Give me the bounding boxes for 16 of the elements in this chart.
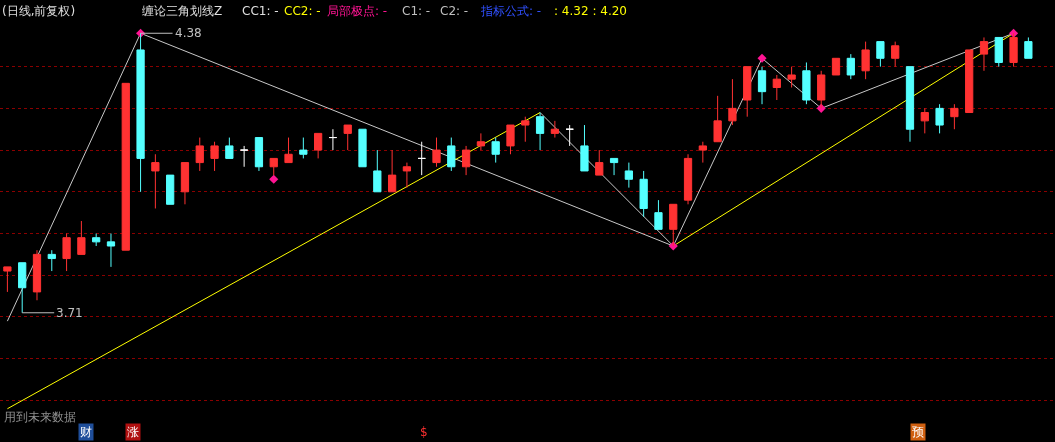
annotation: 3.71 — [56, 306, 83, 320]
text: 局部极点: - — [327, 4, 388, 18]
text: 用到未来数据 — [4, 410, 76, 424]
text: CC1: - — [242, 4, 279, 18]
text: C1: - — [402, 4, 431, 18]
text: 预 — [912, 425, 924, 439]
text: C2: - — [440, 4, 469, 18]
text: 指标公式: - — [480, 4, 542, 18]
text: 涨 — [127, 425, 139, 439]
text: 财 — [80, 425, 92, 439]
annotation: 4.38 — [175, 26, 202, 40]
text: : 4.32 : 4.20 — [554, 4, 627, 18]
text: $ — [420, 425, 428, 439]
chart-title: (日线,前复权) — [2, 4, 76, 18]
text: 缠论三角划线Z — [142, 4, 223, 18]
text: CC2: - — [284, 4, 321, 18]
